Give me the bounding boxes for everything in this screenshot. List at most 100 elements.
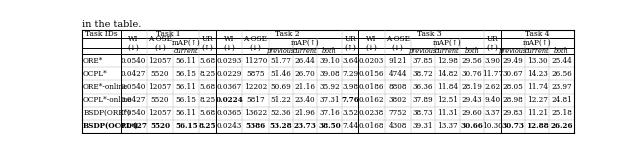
- Text: 10.30: 10.30: [482, 122, 502, 130]
- Text: 0.0365: 0.0365: [216, 109, 242, 117]
- Text: BSDP(OCPL*): BSDP(OCPL*): [83, 122, 140, 130]
- Text: 0.0540: 0.0540: [121, 109, 147, 117]
- Text: 0.0203: 0.0203: [359, 57, 384, 65]
- Text: 26.70: 26.70: [295, 70, 316, 78]
- Text: 28.98: 28.98: [502, 96, 523, 104]
- Text: 50.69: 50.69: [271, 83, 291, 91]
- Text: 36.36: 36.36: [413, 83, 433, 91]
- Text: 12202: 12202: [244, 83, 267, 91]
- Text: WI
(↓): WI (↓): [365, 35, 378, 52]
- Text: 0.0540: 0.0540: [121, 83, 147, 91]
- Text: 0.0224: 0.0224: [215, 96, 243, 104]
- Text: 8808: 8808: [388, 83, 407, 91]
- Text: 0.0186: 0.0186: [358, 83, 384, 91]
- Text: 9.40: 9.40: [484, 96, 500, 104]
- Text: 0.0243: 0.0243: [216, 122, 242, 130]
- Text: in the table.: in the table.: [83, 20, 141, 29]
- Text: 13.30: 13.30: [527, 57, 547, 65]
- Text: 0.0238: 0.0238: [359, 109, 384, 117]
- Text: Task 4: Task 4: [525, 30, 550, 38]
- Text: mAP(↑): mAP(↑): [433, 39, 462, 47]
- Text: 53.28: 53.28: [269, 122, 292, 130]
- Text: 29.60: 29.60: [461, 109, 482, 117]
- Text: OCPL*: OCPL*: [83, 70, 108, 78]
- Text: 51.22: 51.22: [270, 96, 291, 104]
- Text: 21.16: 21.16: [294, 83, 316, 91]
- Text: previous: previous: [267, 47, 295, 55]
- Text: 3802: 3802: [388, 96, 407, 104]
- Text: 30.73: 30.73: [501, 122, 524, 130]
- Text: 37.16: 37.16: [319, 109, 340, 117]
- Text: Task IDs: Task IDs: [84, 30, 117, 38]
- Text: 12.98: 12.98: [437, 57, 458, 65]
- Text: 56.15: 56.15: [175, 122, 198, 130]
- Text: 4744: 4744: [388, 70, 407, 78]
- Text: 28.05: 28.05: [502, 83, 523, 91]
- Text: 29.49: 29.49: [502, 57, 523, 65]
- Text: 12.88: 12.88: [526, 122, 548, 130]
- Text: A-OSE
(↓): A-OSE (↓): [148, 35, 172, 52]
- Text: 14.82: 14.82: [437, 70, 458, 78]
- Text: 7.29: 7.29: [342, 70, 358, 78]
- Text: current: current: [525, 47, 550, 55]
- Text: Task 1: Task 1: [156, 30, 180, 38]
- Text: 12057: 12057: [148, 109, 172, 117]
- Text: 11.21: 11.21: [527, 109, 548, 117]
- Text: 52.36: 52.36: [271, 109, 291, 117]
- Text: 23.73: 23.73: [294, 122, 317, 130]
- Text: 25.18: 25.18: [551, 109, 572, 117]
- Text: 38.73: 38.73: [413, 109, 433, 117]
- Text: 8.25: 8.25: [199, 122, 216, 130]
- Text: 37.85: 37.85: [413, 57, 433, 65]
- Text: 13.37: 13.37: [437, 122, 458, 130]
- Text: 5520: 5520: [151, 70, 169, 78]
- Text: ORE*: ORE*: [83, 57, 104, 65]
- Text: mAP(↑): mAP(↑): [291, 39, 319, 47]
- Text: 29.56: 29.56: [461, 57, 482, 65]
- Text: 39.10: 39.10: [319, 57, 340, 65]
- Text: 0.0162: 0.0162: [358, 96, 384, 104]
- Text: 3.37: 3.37: [484, 109, 500, 117]
- Text: WI
(↓): WI (↓): [223, 35, 235, 52]
- Text: 39.31: 39.31: [413, 122, 433, 130]
- Text: 4308: 4308: [388, 122, 407, 130]
- Text: 11270: 11270: [244, 57, 267, 65]
- Text: 5875: 5875: [246, 70, 265, 78]
- Text: 0.0168: 0.0168: [358, 122, 384, 130]
- Text: 11.77: 11.77: [482, 70, 503, 78]
- Text: 0.0156: 0.0156: [358, 70, 384, 78]
- Text: 23.40: 23.40: [295, 96, 316, 104]
- Text: both: both: [322, 47, 337, 55]
- Text: Task 3: Task 3: [417, 30, 442, 38]
- Text: 56.11: 56.11: [176, 83, 197, 91]
- Text: WI
(↓): WI (↓): [128, 35, 140, 52]
- Text: current: current: [435, 47, 460, 55]
- Text: 30.67: 30.67: [502, 70, 523, 78]
- Text: ORE*-online: ORE*-online: [83, 83, 129, 91]
- Text: 5520: 5520: [150, 122, 170, 130]
- Text: 13622: 13622: [244, 109, 267, 117]
- Text: 30.76: 30.76: [461, 70, 482, 78]
- Text: A-OSE
(↓): A-OSE (↓): [243, 35, 268, 52]
- Text: 0.0540: 0.0540: [121, 57, 147, 65]
- Text: 3.98: 3.98: [342, 83, 358, 91]
- Text: Task 2: Task 2: [275, 30, 300, 38]
- Text: 56.11: 56.11: [176, 57, 197, 65]
- Text: 29.43: 29.43: [461, 96, 482, 104]
- Text: 56.15: 56.15: [176, 70, 196, 78]
- Text: both: both: [554, 47, 569, 55]
- Text: 24.81: 24.81: [551, 96, 572, 104]
- Text: 0.0427: 0.0427: [121, 70, 147, 78]
- Text: 5.68: 5.68: [200, 57, 216, 65]
- Text: 12057: 12057: [148, 83, 172, 91]
- Text: 7752: 7752: [388, 109, 407, 117]
- Text: 7.44: 7.44: [342, 122, 358, 130]
- Text: 9121: 9121: [388, 57, 407, 65]
- Text: 0.0229: 0.0229: [216, 70, 242, 78]
- Text: 37.31: 37.31: [319, 96, 340, 104]
- Text: 12057: 12057: [148, 57, 172, 65]
- Text: 39.08: 39.08: [319, 70, 340, 78]
- Text: 5386: 5386: [245, 122, 266, 130]
- Text: 51.77: 51.77: [270, 57, 291, 65]
- Text: 5520: 5520: [151, 96, 169, 104]
